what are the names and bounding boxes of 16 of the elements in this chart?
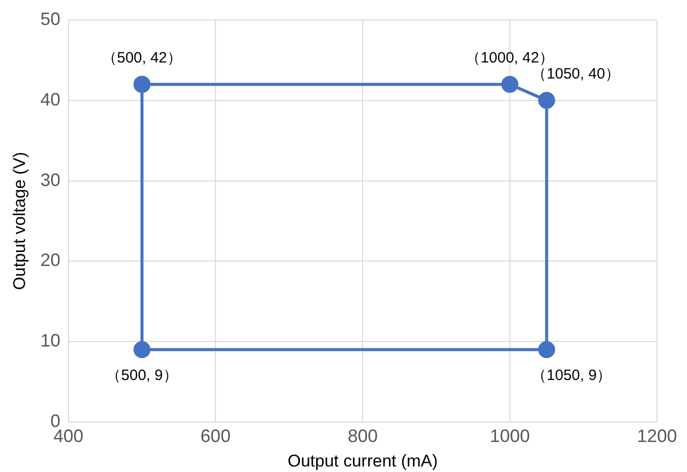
data-label: （500, 9）	[106, 366, 178, 384]
y-tick-label: 30	[40, 170, 60, 190]
x-tick-label: 800	[348, 426, 378, 446]
data-label: （500, 42）	[102, 49, 182, 66]
data-label: （1050, 9）	[532, 366, 612, 384]
x-tick-label: 1200	[636, 426, 678, 446]
y-axis-title: Output voltage (V)	[10, 152, 29, 290]
x-tick-label: 600	[200, 426, 231, 446]
y-tick-label: 40	[40, 89, 60, 110]
y-tick-label: 50	[40, 8, 60, 29]
y-tick-label: 20	[40, 250, 60, 270]
y-tick-label: 10	[40, 330, 60, 351]
x-axis-title: Output current (mA)	[288, 451, 438, 470]
data-label: （1050, 40）	[532, 66, 620, 83]
x-tick-label: 1000	[490, 426, 530, 446]
data-label: （1000, 42）	[466, 49, 554, 66]
